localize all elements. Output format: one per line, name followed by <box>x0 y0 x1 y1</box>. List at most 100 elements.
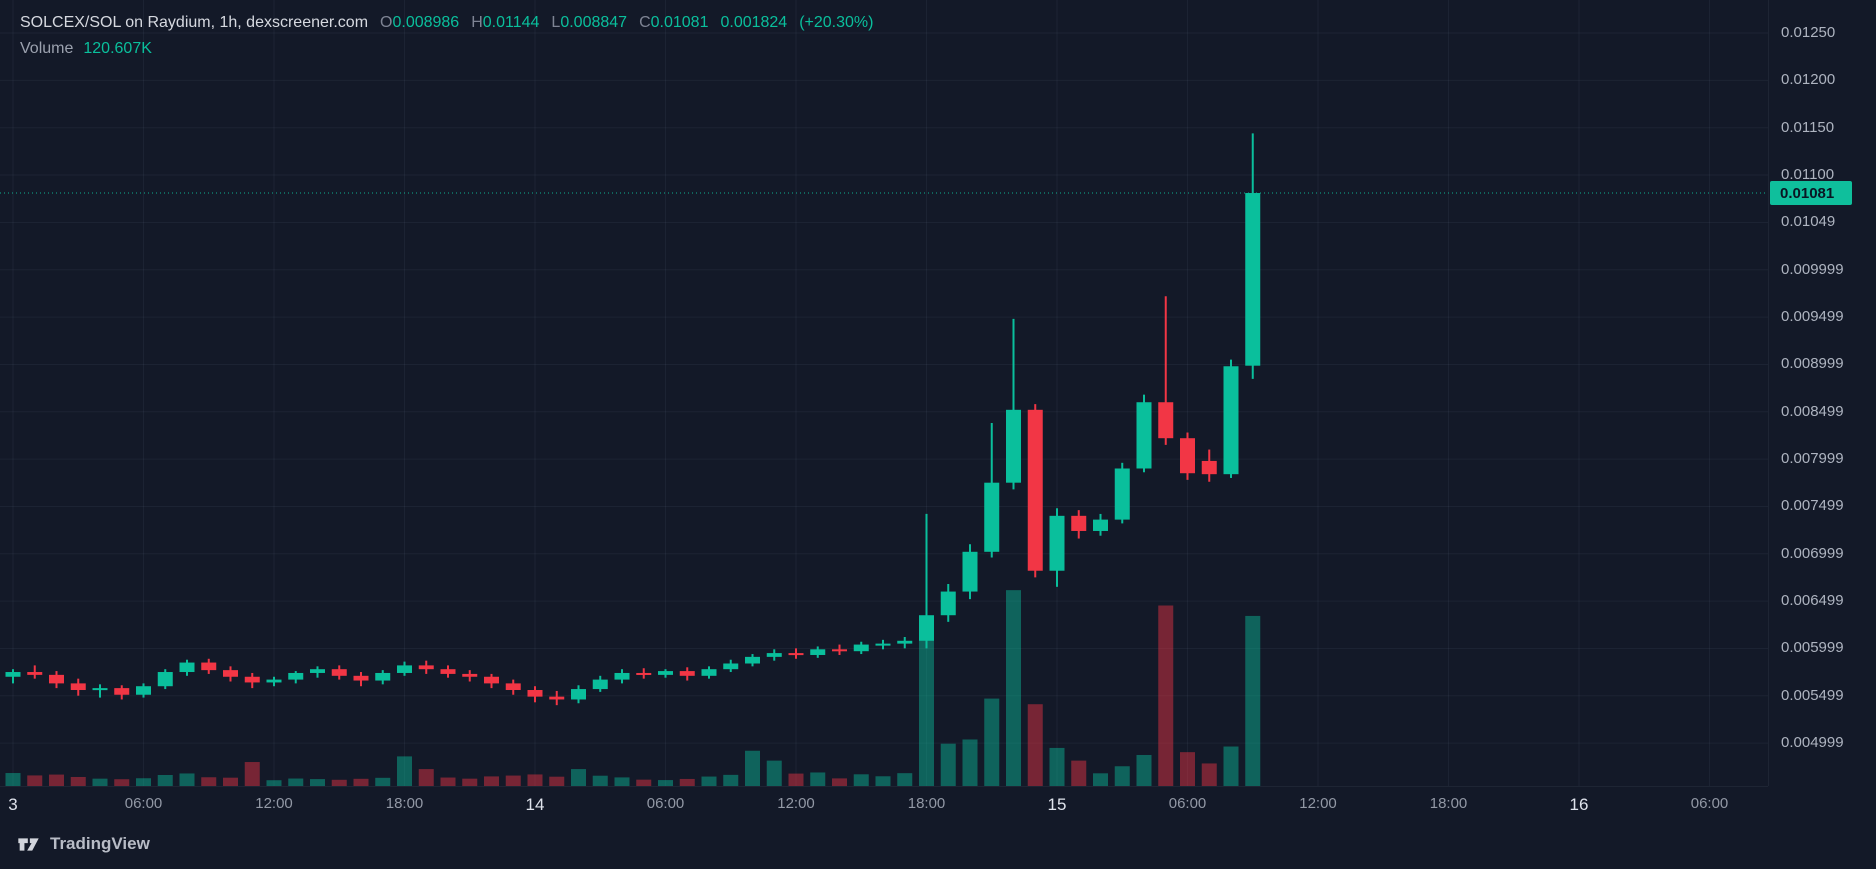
time-axis-label: 12:00 <box>255 795 293 812</box>
price-tick-label: 0.007499 <box>1781 497 1844 515</box>
candle-body <box>658 671 673 675</box>
price-tick-label: 0.005499 <box>1781 686 1844 704</box>
low-label: L <box>551 14 561 31</box>
candle-body <box>49 674 64 684</box>
volume-value: 120.607K <box>83 40 152 57</box>
volume-bar <box>375 777 391 786</box>
high-value: 0.01144 <box>482 14 540 31</box>
volume-bar <box>875 776 891 786</box>
chart-legend: SOLCEX/SOL on Raydium, 1h, dexscreener.c… <box>20 14 873 58</box>
volume-bar <box>5 773 21 786</box>
tradingview-attribution[interactable]: TradingView <box>16 834 150 854</box>
candle-body <box>505 683 521 691</box>
volume-bar <box>331 779 347 786</box>
volume-bar <box>70 776 86 786</box>
low-value: 0.008847 <box>560 14 628 31</box>
volume-bar <box>549 776 565 786</box>
candle-body <box>331 669 347 676</box>
close-value: 0.01081 <box>650 14 709 31</box>
volume-bar <box>766 760 782 786</box>
price-tick-label: 0.006999 <box>1781 544 1844 562</box>
candle-body <box>1071 515 1087 531</box>
candle-body <box>136 686 151 695</box>
volume-bar <box>853 774 869 786</box>
volume-bar <box>1158 605 1174 786</box>
candle-body <box>266 679 282 683</box>
candle-body <box>788 653 804 656</box>
candle-body <box>397 665 412 673</box>
volume-bar <box>962 739 978 786</box>
chart-plot-area[interactable] <box>0 0 1768 786</box>
change-absolute: 0.001824 <box>720 14 788 31</box>
tradingview-logo-icon <box>18 837 39 851</box>
volume-label: Volume <box>20 40 74 57</box>
volume-bar <box>940 743 956 786</box>
candle-body <box>940 591 956 616</box>
legend-ohlc-row: SOLCEX/SOL on Raydium, 1h, dexscreener.c… <box>20 14 873 32</box>
volume-bar <box>49 774 64 786</box>
candle-body <box>1180 438 1195 474</box>
volume-bar <box>832 778 847 786</box>
price-tick-label: 0.008499 <box>1781 402 1844 420</box>
candle-body <box>375 672 391 681</box>
candle-body <box>288 672 304 680</box>
volume-bar <box>919 629 934 786</box>
close-label: C <box>639 14 651 31</box>
volume-bar <box>701 776 717 786</box>
volume-bar <box>440 777 456 786</box>
volume-bar <box>1071 760 1087 786</box>
time-axis-label: 06:00 <box>1168 795 1207 812</box>
time-axis-day-label: 16 <box>1569 795 1589 814</box>
volume-bar <box>679 778 695 786</box>
time-axis-label: 18:00 <box>1429 795 1468 812</box>
price-axis[interactable]: 0.01081 0.01250 0.01200 0.01150 0.01100 0.01… <box>1768 0 1876 786</box>
candle-body <box>1093 519 1108 531</box>
volume-bar <box>810 772 826 786</box>
volume-bar <box>462 778 478 786</box>
candle-body <box>766 653 782 657</box>
volume-bar <box>397 756 412 786</box>
volume-bar <box>266 780 282 786</box>
price-tick-label: 0.01100 <box>1781 166 1835 184</box>
candle-body <box>679 671 695 676</box>
tradingview-label: TradingView <box>50 834 150 853</box>
candle-body <box>592 679 608 690</box>
candle-body <box>1158 402 1174 439</box>
volume-bar <box>157 775 173 786</box>
candle-body <box>201 662 217 671</box>
candle-body <box>70 683 86 691</box>
volume-bar <box>244 762 260 786</box>
time-axis-day-label: 15 <box>1047 795 1067 814</box>
volume-bar <box>592 775 608 786</box>
open-label: O <box>380 14 393 31</box>
price-tick-label: 0.005999 <box>1781 639 1844 657</box>
candle-body <box>1114 468 1130 520</box>
time-axis-day-label: 14 <box>525 795 545 814</box>
price-tick-label: 0.008999 <box>1781 355 1844 373</box>
volume-bar <box>745 750 760 786</box>
price-tick-label: 0.009499 <box>1781 308 1844 326</box>
candle-body <box>1223 366 1239 475</box>
candle-body <box>1027 409 1043 571</box>
volume-bar <box>418 769 434 786</box>
candle-body <box>1006 409 1021 483</box>
candle-body <box>114 688 130 695</box>
volume-bar <box>1027 704 1043 786</box>
volume-bar <box>636 779 652 786</box>
volume-bar <box>1049 747 1065 786</box>
volume-bar <box>288 778 304 786</box>
time-axis-label: 18:00 <box>385 795 424 812</box>
candle-body <box>92 688 108 691</box>
candle-body <box>1201 460 1217 475</box>
volume-bar <box>27 775 43 786</box>
high-label: H <box>471 14 483 31</box>
ohlc-close: C0.01081 <box>639 14 708 31</box>
volume-bar <box>984 698 1000 786</box>
time-axis[interactable]: 3 06:00 12:00 18:00 14 06:00 12:00 18:00 15 06:00… <box>0 786 1768 821</box>
candle-body <box>1136 402 1152 469</box>
candle-body <box>701 669 717 676</box>
time-axis-label: 18:00 <box>907 795 946 812</box>
candle-body <box>1049 515 1065 571</box>
time-axis-label: 06:00 <box>1690 795 1729 812</box>
price-tick-label: 0.009999 <box>1781 260 1844 278</box>
